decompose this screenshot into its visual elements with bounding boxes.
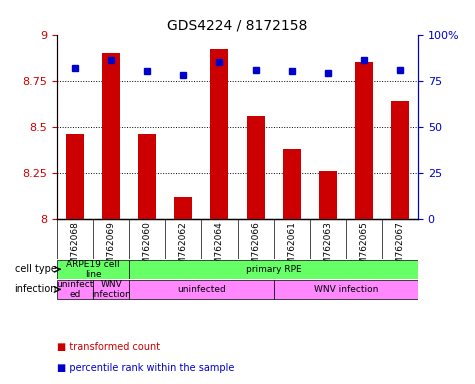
Text: GSM762067: GSM762067 bbox=[396, 221, 404, 276]
Bar bbox=[174, 197, 192, 219]
FancyBboxPatch shape bbox=[57, 260, 129, 279]
Text: ■ transformed count: ■ transformed count bbox=[57, 342, 160, 352]
Text: GSM762060: GSM762060 bbox=[143, 221, 152, 276]
Text: GSM762066: GSM762066 bbox=[251, 221, 260, 276]
Bar bbox=[355, 62, 373, 219]
FancyBboxPatch shape bbox=[93, 280, 129, 299]
Text: GSM762068: GSM762068 bbox=[71, 221, 79, 276]
FancyBboxPatch shape bbox=[57, 280, 93, 299]
Text: GSM762065: GSM762065 bbox=[360, 221, 368, 276]
Text: ARPE19 cell
line: ARPE19 cell line bbox=[66, 260, 120, 279]
Text: GSM762061: GSM762061 bbox=[287, 221, 296, 276]
Title: GDS4224 / 8172158: GDS4224 / 8172158 bbox=[167, 18, 308, 32]
Text: GSM762064: GSM762064 bbox=[215, 221, 224, 276]
Text: primary RPE: primary RPE bbox=[246, 265, 302, 274]
Text: GSM762069: GSM762069 bbox=[107, 221, 115, 276]
Bar bbox=[391, 101, 409, 219]
Bar bbox=[138, 134, 156, 219]
FancyBboxPatch shape bbox=[129, 280, 274, 299]
Text: WNV infection: WNV infection bbox=[314, 285, 378, 294]
Text: ■ percentile rank within the sample: ■ percentile rank within the sample bbox=[57, 363, 234, 373]
Text: uninfect
ed: uninfect ed bbox=[57, 280, 94, 299]
Text: GSM762063: GSM762063 bbox=[323, 221, 332, 276]
Bar bbox=[210, 49, 228, 219]
Bar bbox=[247, 116, 265, 219]
Text: cell type: cell type bbox=[15, 264, 57, 274]
FancyBboxPatch shape bbox=[129, 260, 418, 279]
Text: uninfected: uninfected bbox=[177, 285, 226, 294]
FancyBboxPatch shape bbox=[274, 280, 418, 299]
Text: infection: infection bbox=[15, 285, 57, 295]
Bar bbox=[102, 53, 120, 219]
Bar bbox=[66, 134, 84, 219]
Bar bbox=[283, 149, 301, 219]
Text: WNV
infection: WNV infection bbox=[91, 280, 131, 299]
Bar bbox=[319, 171, 337, 219]
Text: GSM762062: GSM762062 bbox=[179, 221, 188, 276]
